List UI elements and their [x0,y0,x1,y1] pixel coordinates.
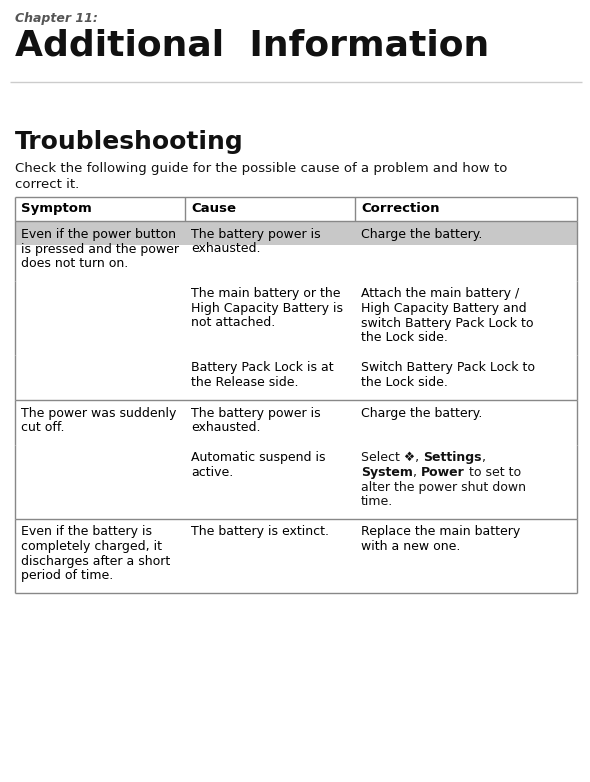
Text: exhausted.: exhausted. [191,421,261,434]
Text: switch Battery Pack Lock to: switch Battery Pack Lock to [361,317,533,329]
Text: Symptom: Symptom [21,202,92,215]
Text: time.: time. [361,495,394,508]
Text: Correction: Correction [361,202,440,215]
Text: the Release side.: the Release side. [191,376,299,389]
Text: Attach the main battery /: Attach the main battery / [361,288,519,300]
Text: Replace the main battery: Replace the main battery [361,526,520,539]
Text: the Lock side.: the Lock side. [361,376,448,389]
Text: High Capacity Battery and: High Capacity Battery and [361,302,527,315]
Text: The power was suddenly: The power was suddenly [21,407,176,419]
Text: The battery power is: The battery power is [191,407,320,419]
Text: System: System [361,466,413,479]
Text: Cause: Cause [191,202,236,215]
Text: completely charged, it: completely charged, it [21,540,162,553]
Text: discharges after a short: discharges after a short [21,554,171,568]
Text: Charge the battery.: Charge the battery. [361,228,483,241]
Text: period of time.: period of time. [21,569,113,582]
Text: Even if the power button: Even if the power button [21,228,176,241]
Text: is pressed and the power: is pressed and the power [21,242,179,256]
Text: to set to: to set to [465,466,521,479]
Text: alter the power shut down: alter the power shut down [361,480,526,493]
Text: High Capacity Battery is: High Capacity Battery is [191,302,343,315]
Text: Power: Power [421,466,465,479]
Text: with a new one.: with a new one. [361,540,460,553]
Text: not attached.: not attached. [191,317,276,329]
Text: The battery power is: The battery power is [191,228,320,241]
Text: ,: , [413,466,421,479]
Text: Even if the battery is: Even if the battery is [21,526,152,539]
Text: Settings: Settings [423,451,481,465]
Text: Troubleshooting: Troubleshooting [15,130,244,154]
Text: The main battery or the: The main battery or the [191,288,340,300]
Text: the Lock side.: the Lock side. [361,331,448,344]
Text: exhausted.: exhausted. [191,242,261,256]
Text: Charge the battery.: Charge the battery. [361,407,483,419]
Text: ,: , [481,451,486,465]
Text: active.: active. [191,466,233,479]
Text: Automatic suspend is: Automatic suspend is [191,451,326,465]
Text: Battery Pack Lock is at: Battery Pack Lock is at [191,361,333,375]
Text: The battery is extinct.: The battery is extinct. [191,526,329,539]
Bar [15,221,577,245]
Text: cut off.: cut off. [21,421,64,434]
Text: correct it.: correct it. [15,178,79,191]
Text: does not turn on.: does not turn on. [21,257,128,270]
Text: Check the following guide for the possible cause of a problem and how to: Check the following guide for the possib… [15,162,507,175]
Text: Select ❖,: Select ❖, [361,451,423,465]
Text: Switch Battery Pack Lock to: Switch Battery Pack Lock to [361,361,535,375]
Text: Additional  Information: Additional Information [15,28,489,62]
Text: Chapter 11:: Chapter 11: [15,12,98,25]
